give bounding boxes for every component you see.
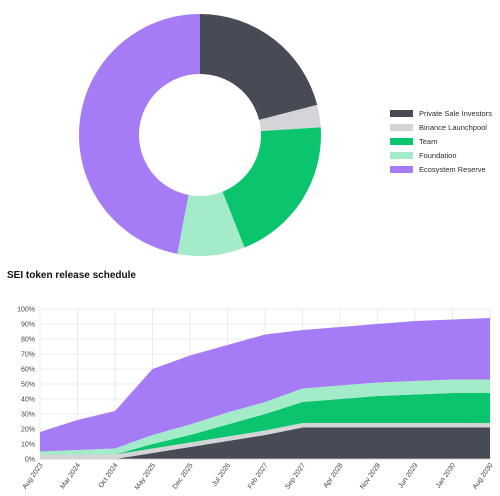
y-tick-label: 0% — [25, 457, 35, 464]
y-tick-label: 70% — [21, 352, 35, 359]
donut-chart — [79, 14, 321, 256]
y-tick-label: 60% — [21, 367, 35, 374]
legend-label: Foundation — [419, 150, 457, 160]
legend-item-foundation: Foundation — [390, 148, 500, 162]
y-tick-label: 80% — [21, 337, 35, 344]
donut-slice-team — [222, 127, 321, 248]
area-series-binance-launchpool — [40, 423, 490, 459]
area-chart: 0% 10% 20% 30% 40% 50% 60% 70% 80% 90% 100% Aug 202… — [17, 307, 495, 492]
x-tick-label: Sep 2027 — [284, 462, 307, 491]
y-tick-label: 50% — [21, 382, 35, 389]
y-tick-label: 40% — [21, 397, 35, 404]
area-chart-title: SEI token release schedule — [7, 270, 136, 281]
y-tick-label: 30% — [21, 412, 35, 419]
x-tick-label: Jan 2030 — [435, 462, 457, 490]
donut-slice-foundation — [177, 191, 245, 256]
x-tick-label: Aug 2023 — [22, 462, 45, 491]
legend-swatch — [390, 123, 413, 131]
x-tick-label: Jul 2026 — [211, 462, 232, 488]
legend-swatch — [390, 137, 413, 145]
x-tick-label: Aug 2030 — [472, 462, 495, 491]
x-tick-label: Oct 2024 — [98, 462, 120, 489]
donut-slice-binance-launchpool — [259, 104, 321, 132]
x-tick-label: Feb 2027 — [247, 462, 270, 490]
legend-label: Team — [419, 136, 438, 146]
x-tick-label: Nov 2028 — [359, 462, 382, 491]
legend-label: Binance Launchpool — [419, 122, 487, 132]
legend-item-team: Team — [390, 134, 500, 148]
x-tick-label: May 2025 — [134, 462, 157, 491]
area-series-private-sale-investors — [40, 427, 490, 459]
legend-label: Private Sale Investors — [419, 108, 492, 118]
legend-item-binance-launchpool: Binance Launchpool — [390, 120, 500, 134]
donut-legend: Private Sale Investors Binance Launchpool… — [390, 106, 500, 176]
x-tick-label: Dec 2025 — [172, 462, 195, 491]
y-tick-label: 10% — [21, 442, 35, 449]
y-tick-label: 100% — [17, 307, 35, 314]
legend-item-ecosystem-reserve: Ecosystem Reserve — [390, 162, 500, 176]
legend-label: Ecosystem Reserve — [419, 164, 486, 174]
donut-slice-private-sale-investors — [200, 14, 318, 120]
legend-item-private-sale-investors: Private Sale Investors — [390, 106, 500, 120]
x-tick-label: Apr 2028 — [323, 462, 345, 489]
x-tick-label: Mar 2024 — [59, 462, 82, 490]
legend-swatch — [390, 109, 413, 117]
x-tick-label: Jun 2029 — [397, 462, 419, 490]
area-series-foundation — [40, 379, 490, 455]
legend-swatch — [390, 151, 413, 159]
y-tick-label: 20% — [21, 427, 35, 434]
legend-swatch — [390, 165, 413, 173]
y-tick-label: 90% — [21, 322, 35, 329]
donut-slice-ecosystem-reserve — [79, 14, 200, 254]
area-series-ecosystem-reserve — [40, 318, 490, 452]
area-series-team — [40, 393, 490, 455]
